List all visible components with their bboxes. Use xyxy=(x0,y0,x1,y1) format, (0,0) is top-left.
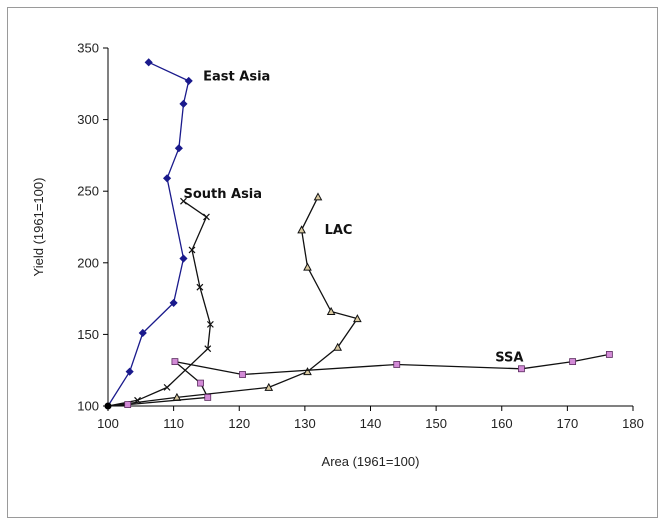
series-label-ssa: SSA xyxy=(495,350,523,365)
x-tick-label: 170 xyxy=(557,416,579,431)
data-point-ssa xyxy=(569,358,577,366)
series-label-lac: LAC xyxy=(325,223,353,238)
y-tick-label: 250 xyxy=(77,184,99,199)
data-point-ssa xyxy=(605,351,613,358)
y-tick-label: 100 xyxy=(77,399,99,414)
data-point-lac xyxy=(303,367,312,376)
series-line-lac xyxy=(107,196,359,407)
x-tick-label: 180 xyxy=(622,416,644,431)
data-point-east-asia xyxy=(144,58,153,67)
data-point-lac xyxy=(297,225,306,234)
data-point-east-asia xyxy=(184,76,193,86)
data-point-east-asia xyxy=(138,328,147,338)
data-point-south-asia xyxy=(188,246,196,254)
x-tick-label: 160 xyxy=(491,416,513,431)
data-point-lac xyxy=(353,314,362,323)
x-tick-label: 110 xyxy=(163,416,184,431)
y-tick-label: 350 xyxy=(77,41,99,56)
x-tick-label: 100 xyxy=(97,416,119,431)
x-tick-label: 150 xyxy=(425,416,447,431)
data-point-south-asia xyxy=(196,283,204,291)
data-point-ssa xyxy=(171,358,179,366)
series-label-south-asia: South Asia xyxy=(183,187,262,202)
y-axis-title: Yield (1961=100) xyxy=(31,178,46,277)
data-point-east-asia xyxy=(162,174,172,183)
series-line-east-asia xyxy=(107,61,190,407)
data-point-lac xyxy=(303,262,312,271)
data-point-east-asia xyxy=(169,298,178,307)
data-point-lac xyxy=(264,382,274,391)
data-point-south-asia xyxy=(206,320,214,328)
x-tick-label: 120 xyxy=(228,416,250,431)
data-point-east-asia xyxy=(174,144,183,153)
data-point-east-asia xyxy=(179,99,188,108)
data-point-ssa xyxy=(239,371,246,378)
series-label-east-asia: East Asia xyxy=(203,70,270,85)
data-point-east-asia xyxy=(179,254,188,263)
origin-point xyxy=(104,402,112,410)
y-tick-label: 150 xyxy=(77,327,99,342)
data-point-lac xyxy=(313,192,323,201)
series-line-south-asia xyxy=(107,200,212,407)
x-tick-label: 130 xyxy=(294,416,316,431)
data-point-east-asia xyxy=(125,367,134,376)
data-point-ssa xyxy=(518,365,525,373)
x-tick-label: 140 xyxy=(360,416,382,431)
y-tick-label: 200 xyxy=(77,255,99,270)
data-point-lac xyxy=(333,342,343,351)
data-point-ssa xyxy=(197,379,204,387)
data-point-ssa xyxy=(204,394,212,401)
data-point-south-asia xyxy=(180,197,187,205)
chart-frame xyxy=(7,7,658,518)
x-axis-title: Area (1961=100) xyxy=(322,454,420,469)
y-tick-label: 300 xyxy=(77,112,99,127)
data-point-ssa xyxy=(393,361,401,368)
data-point-lac xyxy=(326,306,336,315)
data-point-south-asia xyxy=(203,213,210,221)
data-point-south-asia xyxy=(204,345,212,353)
data-point-south-asia xyxy=(163,383,171,391)
data-point-ssa xyxy=(124,401,132,408)
series-line-ssa xyxy=(107,353,610,407)
